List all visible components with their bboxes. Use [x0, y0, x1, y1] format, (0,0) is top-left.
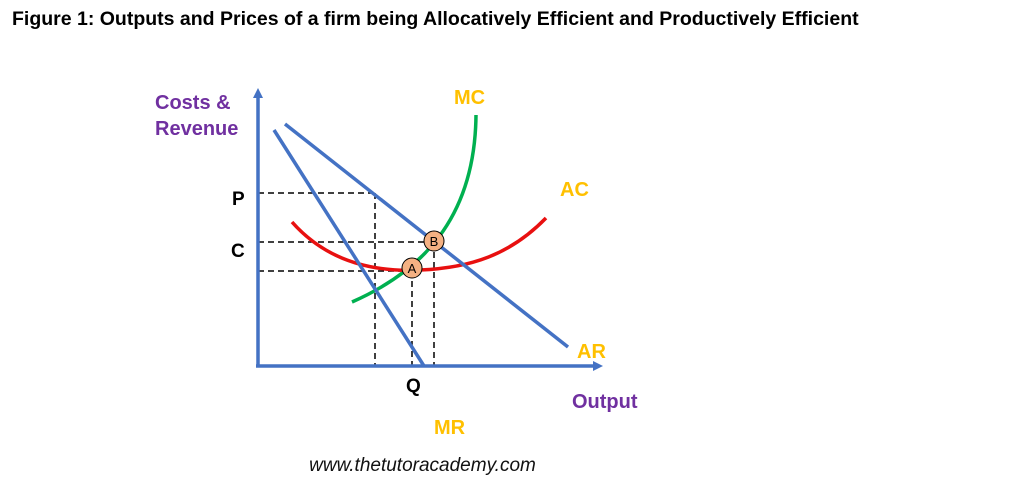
ac-label: AC [560, 179, 589, 201]
point-a-label: A [408, 261, 417, 276]
tick-label-c: C [231, 241, 245, 262]
ar-label: AR [577, 341, 606, 363]
dashed-guides [258, 192, 435, 366]
point-b-label: B [430, 234, 439, 249]
y-axis-label-line2: Revenue [155, 118, 238, 140]
point-b-marker [423, 230, 445, 252]
tick-label-q: Q [406, 376, 421, 397]
point-b: B [423, 230, 445, 252]
x-axis-label: Output [572, 391, 638, 413]
mc-label: MC [454, 87, 485, 109]
point-a-marker [401, 257, 423, 279]
mr-label: MR [434, 417, 466, 439]
figure-title: Figure 1: Outputs and Prices of a firm b… [12, 8, 859, 30]
tick-label-p: P [232, 189, 245, 210]
website-footer: www.thetutoracademy.com [309, 455, 536, 476]
mr-line [272, 129, 426, 367]
point-a: A [401, 257, 423, 279]
y-axis-label-line1: Costs & [155, 92, 231, 114]
